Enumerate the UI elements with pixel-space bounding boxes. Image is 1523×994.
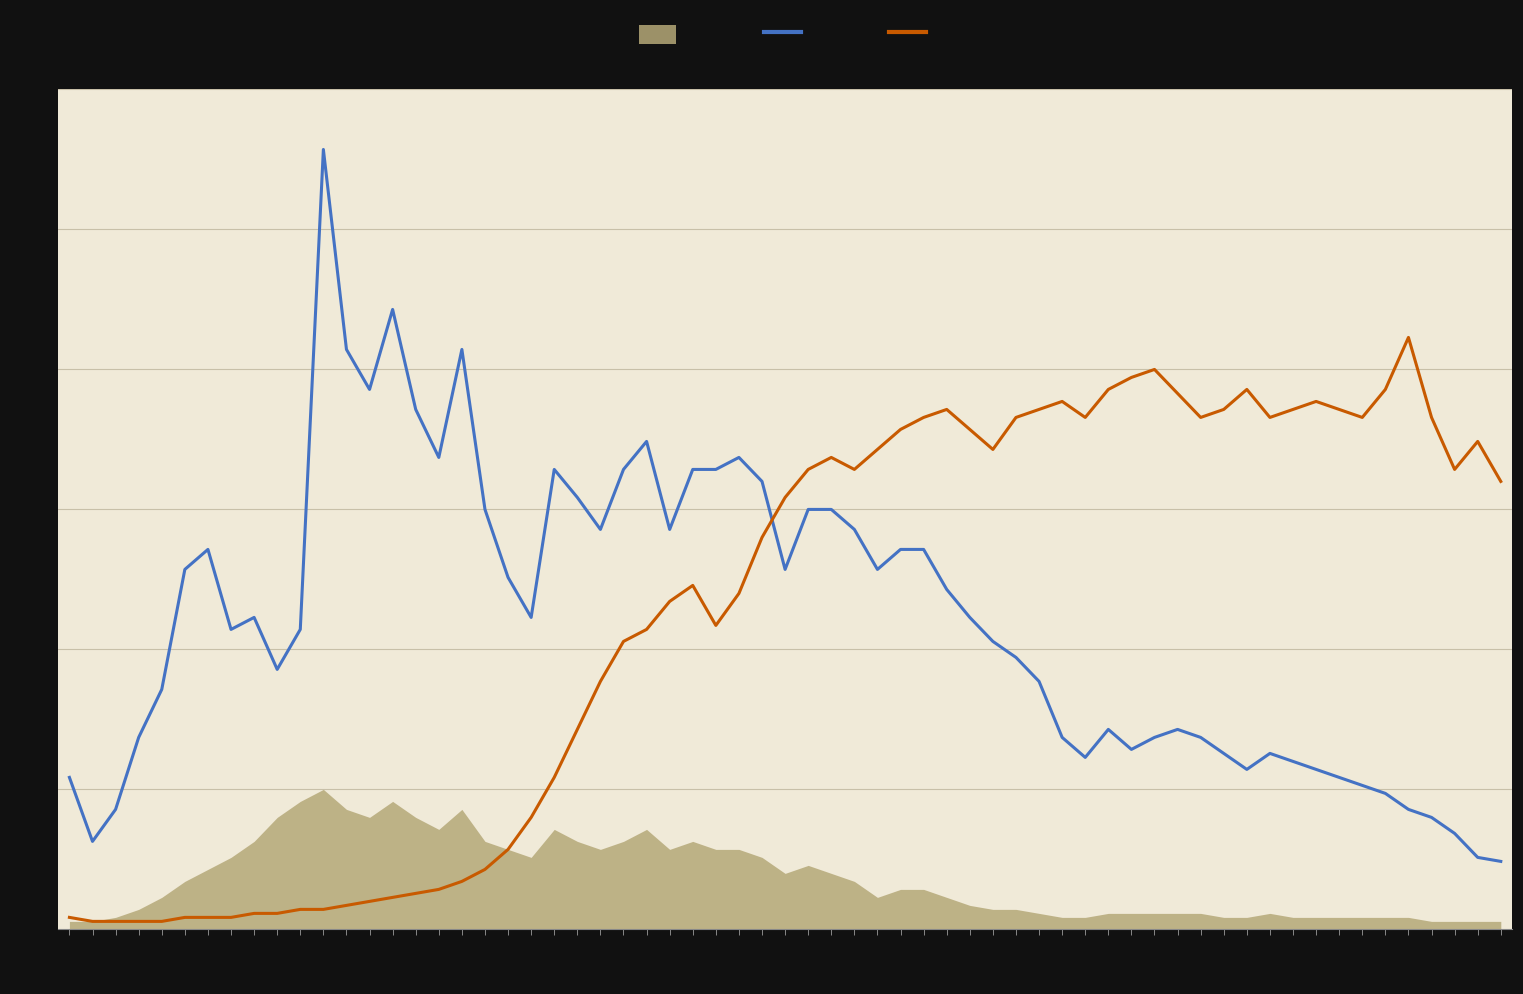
Legend: , , : , , <box>632 18 938 51</box>
